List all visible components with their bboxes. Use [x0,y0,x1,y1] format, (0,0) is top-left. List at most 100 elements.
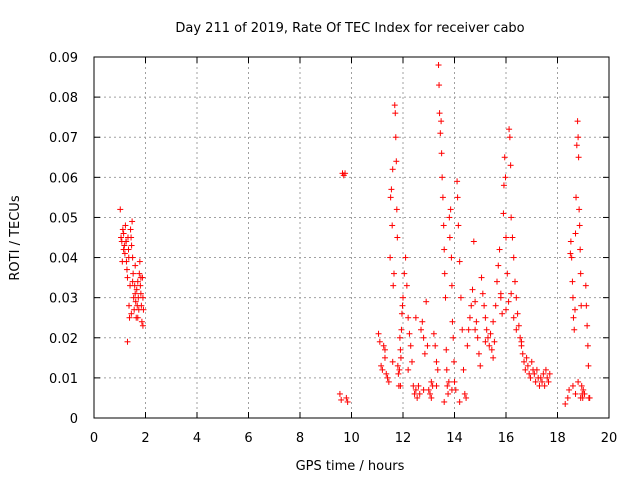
data-point [463,394,470,401]
data-point [409,358,416,365]
data-point [392,134,399,141]
data-point [405,366,412,373]
data-point [542,366,549,373]
data-point [343,394,350,401]
data-point [435,62,442,69]
data-point [580,386,587,393]
data-point [130,270,137,277]
data-point [576,222,583,229]
data-point [488,346,495,353]
data-point [420,334,427,341]
data-point [492,302,499,309]
data-point [490,318,497,325]
data-point [448,386,455,393]
data-point [134,314,141,321]
data-point [436,82,443,89]
data-point [570,314,577,321]
data-point [447,206,454,213]
data-point [126,314,133,321]
data-point [139,294,146,301]
data-point [505,298,512,305]
data-point [544,374,551,381]
x-tick-label: 6 [244,431,252,446]
data-point [490,354,497,361]
data-point [496,246,503,253]
data-point [567,238,574,245]
data-point [508,214,515,221]
data-point [564,394,571,401]
data-point [397,354,404,361]
data-point [132,298,139,305]
data-point [434,366,441,373]
data-point [500,210,507,217]
data-point [388,186,395,193]
x-tick-label: 14 [446,431,463,446]
data-point [428,378,435,385]
x-tick-label: 18 [549,431,566,446]
data-point [472,326,479,333]
data-point [394,234,401,241]
data-point [473,318,480,325]
data-point [137,290,144,297]
x-tick-label: 16 [498,431,515,446]
data-point [528,358,535,365]
data-point [123,266,130,273]
data-point [466,314,473,321]
data-point [582,282,589,289]
data-point [436,110,443,117]
data-point [454,194,461,201]
data-point [523,354,530,361]
data-point [482,338,489,345]
x-tick-label: 12 [395,431,412,446]
data-point [439,194,446,201]
data-point [446,214,453,221]
data-point [432,342,439,349]
data-point [577,270,584,277]
data-point [572,390,579,397]
y-tick-label: 0.09 [49,51,78,66]
data-point [396,334,403,341]
data-point [445,378,452,385]
y-tick-label: 0.04 [49,252,78,267]
data-point [421,350,428,357]
data-point [507,162,514,169]
data-point [423,298,430,305]
data-point [121,250,128,257]
data-point [486,342,493,349]
data-point [562,400,569,407]
data-point [338,396,345,403]
data-point [537,374,544,381]
data-point [495,262,502,269]
data-point [545,378,552,385]
data-point [138,318,145,325]
data-point [576,206,583,213]
data-point [572,230,579,237]
data-point [446,234,453,241]
data-point [120,230,127,237]
data-point [437,130,444,137]
data-point [539,378,546,385]
data-point [468,302,475,309]
data-point [585,362,592,369]
x-tick-label: 10 [343,431,360,446]
data-point [123,258,130,265]
data-point [483,326,490,333]
axis-ticks [93,56,610,419]
data-point [541,382,548,389]
y-tick-label: 0.08 [49,91,78,106]
y-tick-label: 0.05 [49,211,78,226]
data-point [569,382,576,389]
data-point [569,278,576,285]
data-point [445,390,452,397]
data-point [389,166,396,173]
data-point [464,342,471,349]
data-point [134,278,141,285]
data-point [526,370,533,377]
data-point [131,282,138,289]
data-point [479,290,486,297]
y-tick-label: 0.07 [49,131,78,146]
data-point [418,326,425,333]
data-point [470,238,477,245]
data-point [379,366,386,373]
